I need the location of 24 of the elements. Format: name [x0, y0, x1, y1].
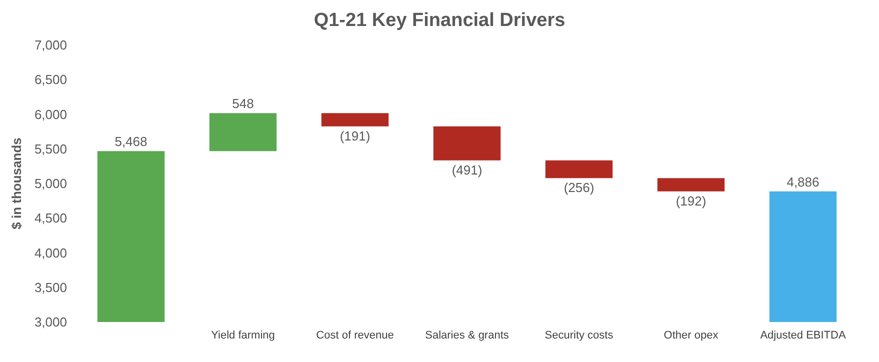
x-tick-label: Cost of revenue	[316, 330, 394, 342]
data-label: (192)	[676, 193, 706, 208]
y-tick-label: 4,500	[34, 210, 67, 226]
data-label: 548	[232, 96, 254, 112]
data-label: (256)	[564, 180, 594, 196]
data-label: (491)	[452, 162, 482, 178]
x-tick-label: Salaries & grants	[425, 330, 510, 342]
chart-title: Q1-21 Key Financial Drivers	[314, 10, 566, 31]
x-tick-label: Security costs	[544, 330, 614, 342]
y-tick-label: 6,500	[34, 72, 67, 88]
data-label: (191)	[340, 128, 370, 144]
data-label: 4,886	[786, 174, 820, 190]
y-axis-title: $ in thousands	[9, 138, 24, 230]
x-tick-label: Yield farming	[211, 330, 275, 342]
y-tick-label: 5,500	[34, 141, 67, 156]
y-tick-label: 6,000	[34, 106, 67, 122]
y-tick-label: 7,000	[34, 38, 67, 52]
data-label: 5,468	[114, 134, 148, 150]
x-tick-label: Other opex	[664, 330, 719, 342]
y-tick-label: 3,500	[34, 280, 67, 295]
y-tick-label: 3,000	[34, 314, 67, 330]
x-tick-label: Adjusted EBITDA	[760, 330, 846, 342]
y-tick-label: 5,000	[34, 176, 67, 191]
y-tick-label: 4,000	[34, 245, 67, 260]
